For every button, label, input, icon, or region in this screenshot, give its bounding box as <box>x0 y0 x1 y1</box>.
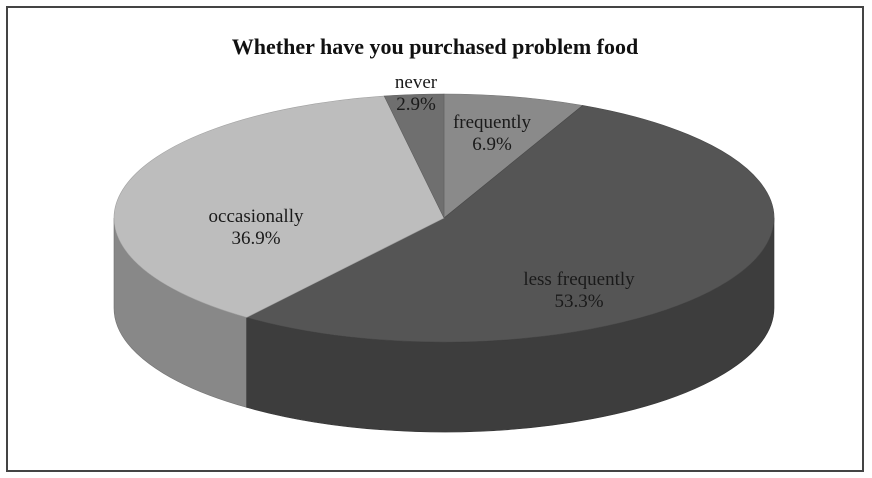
pie-tops <box>113 93 775 343</box>
slice-label-never: never <box>395 72 438 93</box>
slice-label-occasionally: occasionally <box>209 206 304 227</box>
slice-percent-occasionally: 36.9% <box>231 228 280 249</box>
pie-slice-occasionally <box>113 95 445 318</box>
pie-slice-less-frequently <box>245 105 775 343</box>
slice-percent-never: 2.9% <box>396 94 436 115</box>
slice-label-frequently: frequently <box>453 112 532 133</box>
slice-percent-frequently: 6.9% <box>472 134 512 155</box>
pie-slice-frequently <box>443 93 584 219</box>
pie-slice-never <box>383 93 445 219</box>
chart-title: Whether have you purchased problem food <box>231 34 639 59</box>
slice-percent-less-frequently: 53.3% <box>554 291 603 312</box>
slice-label-less-frequently: less frequently <box>523 269 635 290</box>
